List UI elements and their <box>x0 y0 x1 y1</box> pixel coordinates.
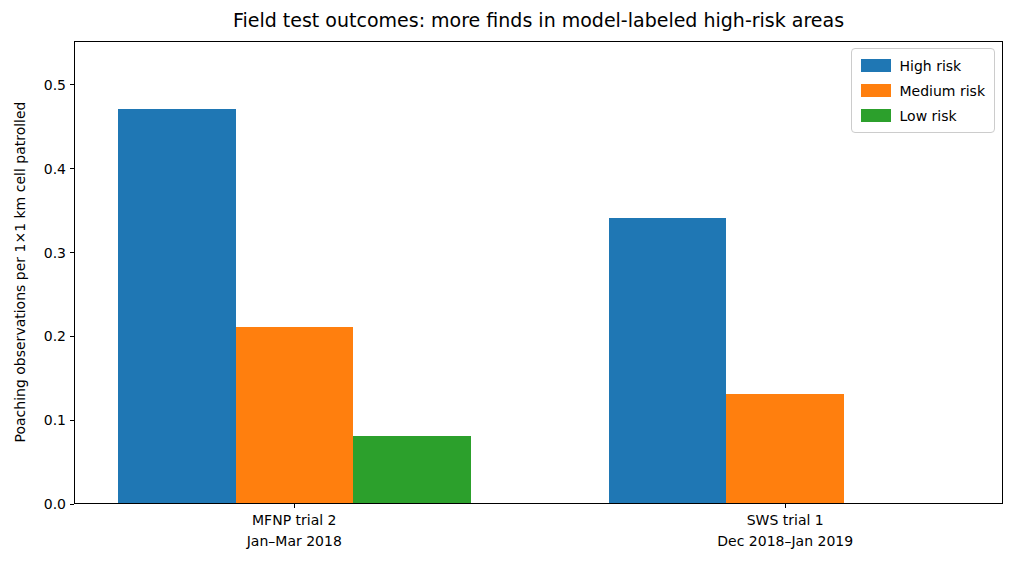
bar-high-risk-sws-trial-1 <box>609 218 726 503</box>
bar-low-risk-mfnp-trial-2 <box>353 436 470 503</box>
chart-title: Field test outcomes: more finds in model… <box>74 9 1003 32</box>
bar-medium-risk-sws-trial-1 <box>726 394 843 503</box>
low-risk-swatch-icon <box>861 109 891 122</box>
x-tick-label-mfnp-trial-2: MFNP trial 2 Jan–Mar 2018 <box>134 510 454 552</box>
y-tick-label: 0.5 <box>0 75 66 95</box>
y-tick-label: 0.0 <box>0 494 66 514</box>
y-tick-label: 0.3 <box>0 243 66 263</box>
y-tick-mark <box>70 84 74 85</box>
medium-risk-swatch-icon <box>861 84 891 97</box>
x-tick-label-sws-trial-1: SWS trial 1 Dec 2018–Jan 2019 <box>625 510 945 552</box>
legend-item-low-risk: Low risk <box>861 106 985 125</box>
y-tick-mark <box>70 420 74 421</box>
bar-high-risk-mfnp-trial-2 <box>118 109 235 503</box>
y-tick-mark <box>70 168 74 169</box>
legend-item-medium-risk: Medium risk <box>861 81 985 100</box>
y-tick-mark <box>70 504 74 505</box>
x-tick-mark <box>294 504 295 508</box>
y-tick-label: 0.4 <box>0 159 66 179</box>
y-tick-label: 0.2 <box>0 326 66 346</box>
high-risk-swatch-icon <box>861 59 891 72</box>
legend-label-low-risk: Low risk <box>900 108 957 124</box>
legend-item-high-risk: High risk <box>861 56 985 75</box>
bar-chart-figure: Field test outcomes: more finds in model… <box>0 0 1022 568</box>
y-axis-label-text: Poaching observations per 1×1 km cell pa… <box>12 102 28 443</box>
legend-label-high-risk: High risk <box>900 58 962 74</box>
legend: High risk Medium risk Low risk <box>851 48 995 133</box>
x-tick-mark <box>785 504 786 508</box>
legend-label-medium-risk: Medium risk <box>900 83 985 99</box>
y-tick-mark <box>70 252 74 253</box>
y-tick-mark <box>70 336 74 337</box>
plot-area: High risk Medium risk Low risk <box>74 41 1003 504</box>
y-tick-label: 0.1 <box>0 410 66 430</box>
bar-medium-risk-mfnp-trial-2 <box>236 327 353 503</box>
